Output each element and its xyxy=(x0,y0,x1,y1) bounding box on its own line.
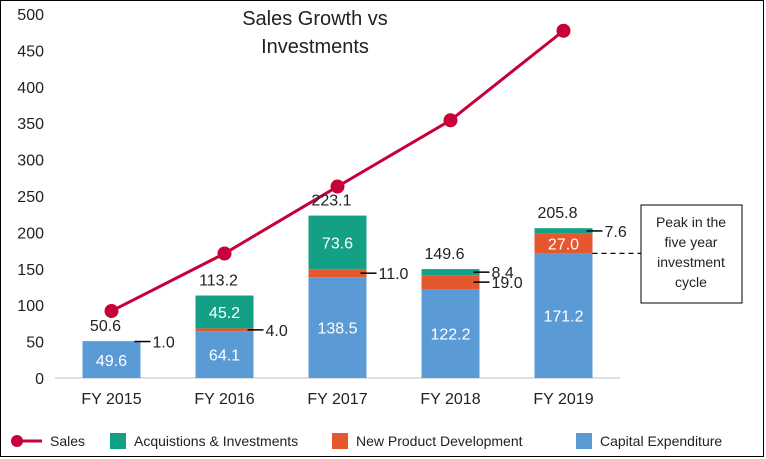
bar-value-label-acquistions-investments: 7.6 xyxy=(605,224,627,241)
bar-value-label-new-product-development: 27.0 xyxy=(548,237,579,254)
bar-value-label-capital-expenditure: 122.2 xyxy=(430,327,470,344)
bar-value-label-acquistions-investments: 8.4 xyxy=(492,265,514,282)
legend-label: Sales xyxy=(50,433,85,449)
bar-capital-expenditure xyxy=(195,331,254,378)
chart-title-line-2: Investments xyxy=(261,36,369,58)
annotation-text: Peak in the xyxy=(656,214,726,230)
bar-total-label: 50.6 xyxy=(90,318,121,335)
y-tick-label: 50 xyxy=(26,335,44,352)
bar-new-product-development xyxy=(421,275,480,290)
bar-new-product-development xyxy=(534,233,593,254)
bar-value-label-new-product-development: 11.0 xyxy=(379,266,409,283)
y-tick-label: 400 xyxy=(17,80,44,97)
bar-value-label-acquistions-investments: 45.2 xyxy=(209,305,240,322)
bar-value-label-acquistions-investments: 73.6 xyxy=(322,235,353,252)
sales-point xyxy=(217,246,232,261)
legend-label: Capital Expenditure xyxy=(600,433,722,449)
bar-capital-expenditure xyxy=(534,253,593,378)
annotation-text: investment xyxy=(657,254,725,270)
legend-label: Acquistions & Investments xyxy=(134,433,298,449)
bar-total-label: 113.2 xyxy=(199,273,238,290)
bar-acquistions-investments xyxy=(421,269,480,276)
legend-swatch-acquistions-investments xyxy=(110,433,126,449)
bar-value-label-capital-expenditure: 64.1 xyxy=(209,348,240,365)
y-tick-label: 200 xyxy=(17,225,44,242)
y-tick-label: 300 xyxy=(17,153,44,170)
x-tick-label: FY 2019 xyxy=(533,391,593,408)
annotation-box xyxy=(640,204,743,304)
chart-title-line-1: Sales Growth vs xyxy=(242,8,388,30)
legend-swatch-capital-expenditure xyxy=(576,433,592,449)
sales-line xyxy=(104,23,571,319)
x-tick-label: FY 2016 xyxy=(194,391,254,408)
x-tick-label: FY 2017 xyxy=(307,391,367,408)
bar-value-label-new-product-development: 4.0 xyxy=(266,323,288,340)
bar-value-label-capital-expenditure: 49.6 xyxy=(96,353,127,370)
chart-title: Sales Growth vs Investments xyxy=(242,8,388,58)
bar-total-label: 149.6 xyxy=(424,246,464,263)
bar-acquistions-investments xyxy=(534,228,593,234)
bar-new-product-development xyxy=(195,328,254,332)
y-tick-label: 0 xyxy=(35,371,44,388)
sales-point xyxy=(104,304,119,319)
legend-sales-marker xyxy=(11,435,23,447)
annotation-text: five year xyxy=(665,234,718,250)
x-axis: FY 2015 FY 2016 FY 2017 FY 2018 FY 2019 xyxy=(55,377,620,408)
y-tick-label: 350 xyxy=(17,116,44,133)
bar-stacks xyxy=(82,215,593,378)
bar-capital-expenditure xyxy=(421,289,480,378)
y-axis: 0 50 100 150 200 250 300 350 400 450 500 xyxy=(17,7,44,388)
sales-point xyxy=(330,179,345,194)
bar-total-label: 223.1 xyxy=(311,193,351,210)
bar-value-label-new-product-development: 1.0 xyxy=(153,335,175,352)
bar-new-product-development xyxy=(82,341,141,342)
sales-point xyxy=(443,113,458,128)
bar-value-label-capital-expenditure: 171.2 xyxy=(543,309,583,326)
bar-acquistions-investments xyxy=(195,295,254,329)
x-tick-label: FY 2015 xyxy=(81,391,141,408)
y-tick-label: 100 xyxy=(17,298,44,315)
bar-capital-expenditure xyxy=(308,277,367,378)
legend-swatch-new-product-development xyxy=(332,433,348,449)
sales-point xyxy=(556,23,571,38)
y-tick-label: 150 xyxy=(17,262,44,279)
y-tick-label: 250 xyxy=(17,189,44,206)
y-tick-label: 450 xyxy=(17,43,44,60)
bar-acquistions-investments xyxy=(308,215,367,270)
bar-value-label-new-product-development: 19.0 xyxy=(492,275,523,292)
x-tick-label: FY 2018 xyxy=(420,391,480,408)
legend-label: New Product Development xyxy=(356,433,523,449)
bar-new-product-development xyxy=(308,269,367,278)
y-tick-label: 500 xyxy=(17,7,44,24)
bar-value-label-capital-expenditure: 138.5 xyxy=(317,321,357,338)
bar-capital-expenditure xyxy=(82,341,141,378)
bar-total-label: 205.8 xyxy=(537,205,577,222)
legend: Sales Acquistions & Investments New Produc… xyxy=(11,433,722,449)
peak-annotation: Peak in the five year investment cycle xyxy=(592,204,743,304)
data-labels: 49.6 1.0 50.6 64.1 4.0 45.2 113.2 138.5 11.0 73.6… xyxy=(90,193,627,370)
annotation-text: cycle xyxy=(675,274,707,290)
